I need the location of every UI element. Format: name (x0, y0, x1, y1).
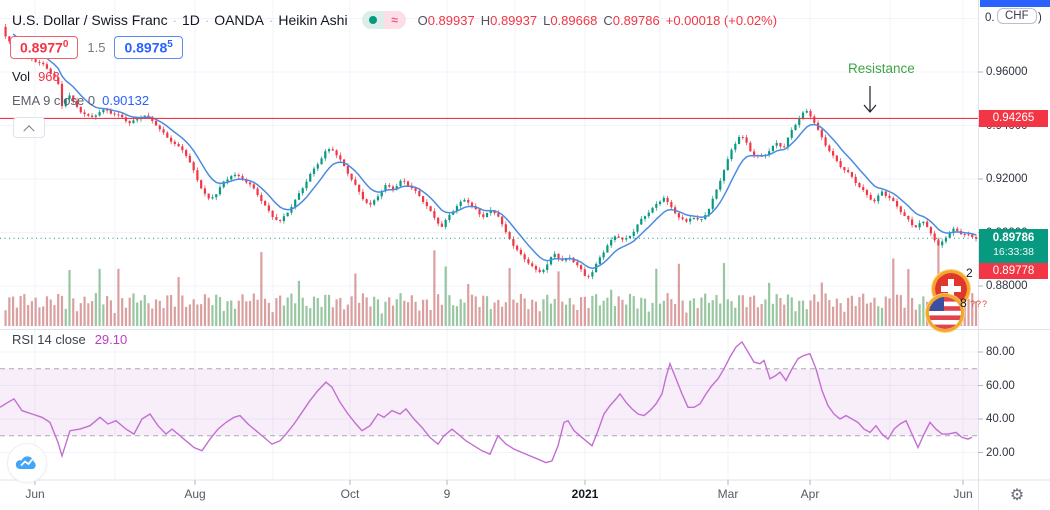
time-tick-label: Aug (184, 487, 206, 501)
sell-button[interactable]: 0.89770 (10, 36, 79, 59)
us-flag-event-icon[interactable] (926, 294, 964, 332)
quote-panel: 0.89770 1.5 0.89785 (10, 36, 183, 59)
time-tick-label: Mar (717, 487, 739, 501)
market-open-dot-icon (368, 16, 377, 24)
market-status-pill[interactable]: ≈ (361, 11, 406, 29)
swiss-event-count: 2 (966, 266, 973, 280)
ohlc-value: +0.00018 (+0.02%) (665, 12, 778, 28)
rsi-tick-label: 20.00 (986, 446, 1015, 459)
ohlc-key: O (417, 12, 428, 28)
calendar-events-cluster: 2 8 ??? (922, 266, 997, 332)
last-price-badge: 0.89786 16:33:38 (979, 229, 1048, 263)
time-axis[interactable]: Jun Aug Oct 9 2021 Mar Apr Jun (0, 480, 978, 510)
resistance-price-badge: 0.94265 (979, 110, 1048, 127)
bid-price-sup: 0 (62, 39, 69, 50)
candles (4, 23, 978, 280)
us-event-importance-marks: ??? (970, 299, 989, 309)
symbol-title[interactable]: U.S. Dollar / Swiss Franc (12, 12, 168, 28)
currency-toggle-button[interactable]: CHF (997, 8, 1037, 24)
time-tick-label: Jun (953, 487, 973, 501)
bid-price: 0.8977 (20, 39, 63, 56)
axis-top-highlight (980, 0, 1050, 7)
volume-label: Vol (12, 69, 31, 84)
rsi-line[interactable] (0, 340, 973, 464)
rsi-legend[interactable]: RSI 14 close 29.10 (12, 332, 127, 347)
volume-legend[interactable]: Vol 968 (12, 69, 60, 84)
bid-price-badge: 0.89778 (979, 263, 1048, 279)
chart-legend[interactable]: U.S. Dollar / Swiss Franc · 1D · OANDA ·… (12, 11, 783, 29)
spread-value: 1.5 (87, 39, 106, 55)
time-tick-label: Jun (25, 487, 45, 501)
rsi-label: RSI 14 close (12, 332, 86, 347)
interval-label[interactable]: 1D (181, 12, 200, 28)
gridlines (0, 0, 978, 480)
time-tick-label: Oct (340, 487, 360, 501)
axis-settings-button[interactable]: ⚙ (1004, 483, 1030, 507)
ohlc-key: H (480, 12, 491, 28)
time-tick-label: 2021 (571, 487, 599, 501)
us-event-count-number: 8 (960, 296, 967, 310)
chart-type-label[interactable]: Heikin Ashi (278, 12, 348, 28)
ohlc-key: C (603, 12, 613, 28)
cloud-chart-icon (15, 456, 36, 469)
separator: · (204, 12, 210, 28)
price-tick-label: 0.96000 (986, 66, 1028, 78)
us-event-count: 8 ??? (960, 296, 988, 310)
gear-icon: ⚙ (1009, 487, 1025, 504)
ohlc-value: 0.89786 (612, 12, 660, 28)
ema-legend[interactable]: EMA 9 close 0 0.90132 (12, 93, 149, 108)
pane-logo-button[interactable] (7, 443, 47, 483)
ohlc-value: 0.89937 (490, 12, 538, 28)
ema-line[interactable] (12, 33, 977, 270)
collapse-legend-button[interactable] (13, 117, 45, 138)
price-axis[interactable]: 0. CHF ) 0.960000.940000.920000.900000.8… (978, 0, 1050, 480)
price-tick-label: 0.92000 (986, 173, 1028, 185)
separator: · (268, 12, 274, 28)
ohlc-values: O0.89937 H0.89937 L0.89668 C0.89786 +0.00018… (418, 13, 783, 28)
rsi-band (0, 368, 978, 437)
last-price-value: 0.89786 (992, 232, 1035, 244)
axis-tick-partial: 0. (985, 12, 995, 24)
ohlc-value: 0.89937 (427, 12, 475, 28)
ohlc-key: L (543, 12, 551, 28)
arrow-down-icon[interactable] (863, 86, 877, 113)
volume-bars (4, 237, 978, 326)
volume-value: 968 (38, 69, 60, 84)
ema-value: 0.90132 (102, 93, 150, 108)
rsi-value: 29.10 (94, 332, 128, 347)
ohlc-value: 0.89668 (550, 12, 598, 28)
axis-tick-partial: ) (1038, 12, 1042, 24)
ask-price-sup: 5 (167, 39, 173, 50)
separator: · (172, 12, 177, 28)
time-tick-label: 9 (443, 487, 451, 501)
price-tick-label: 0.88000 (986, 280, 1028, 292)
ask-price: 0.8978 (124, 39, 168, 56)
delayed-data-icon: ≈ (383, 11, 406, 29)
rsi-tick-label: 60.00 (986, 379, 1015, 392)
resistance-annotation[interactable]: Resistance (848, 61, 915, 76)
time-tick-label: Apr (800, 487, 820, 501)
rsi-tick-label: 40.00 (986, 413, 1015, 425)
rsi-tick-label: 80.00 (986, 346, 1015, 358)
exchange-label[interactable]: OANDA (214, 12, 264, 28)
bar-countdown: 16:33:38 (993, 246, 1034, 258)
ema-label: EMA 9 close 0 (12, 93, 96, 108)
buy-button[interactable]: 0.89785 (114, 36, 183, 59)
chevron-up-icon (23, 124, 35, 136)
